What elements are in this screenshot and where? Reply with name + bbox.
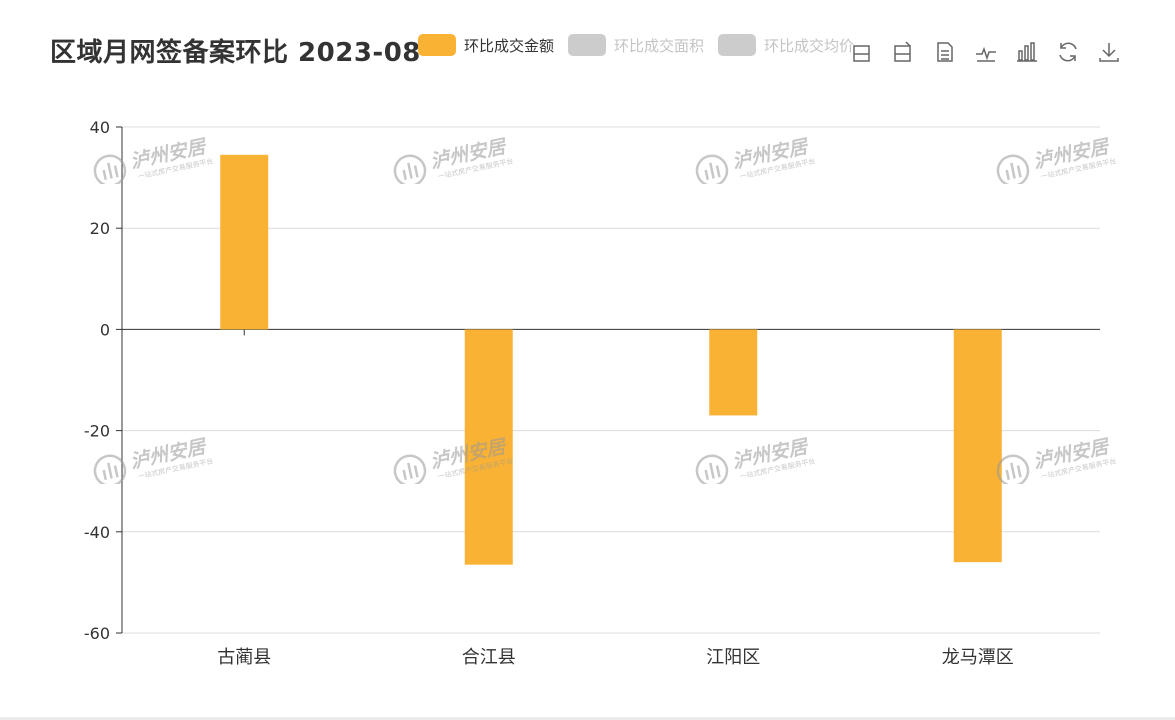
chart-toolbox <box>850 38 1122 66</box>
panel-divider <box>0 717 1175 720</box>
restore-icon[interactable] <box>1055 38 1081 66</box>
line-chart-icon[interactable] <box>973 38 999 66</box>
legend-label-amount: 环比成交金额 <box>464 36 555 55</box>
legend-item-area[interactable]: 环比成交面积 <box>568 34 704 56</box>
bar-合江县 <box>464 329 513 565</box>
download-icon[interactable] <box>1096 38 1122 66</box>
zoom-reset-icon[interactable] <box>891 38 917 66</box>
y-tick-label: 40 <box>90 118 110 137</box>
y-tick-label: -40 <box>84 523 110 542</box>
x-tick-label: 龙马潭区 <box>942 647 1014 668</box>
legend-label-area: 环比成交面积 <box>614 36 705 55</box>
x-tick-label: 合江县 <box>462 647 516 668</box>
zoom-icon[interactable] <box>850 38 876 66</box>
y-tick-label: 20 <box>90 219 110 238</box>
y-tick-label: -20 <box>84 422 110 441</box>
legend-swatch-price <box>718 34 757 56</box>
legend-swatch-amount <box>418 34 456 56</box>
y-tick-label: -60 <box>84 624 110 643</box>
x-tick-label: 古蔺县 <box>217 647 271 668</box>
chart-legend: 环比成交金额 环比成交面积 环比成交均价 <box>418 34 854 56</box>
bar-古蔺县 <box>220 154 269 330</box>
data-view-icon[interactable] <box>932 38 958 66</box>
bar-chart-icon[interactable] <box>1014 38 1040 66</box>
legend-item-amount[interactable]: 环比成交金额 <box>418 34 554 56</box>
legend-label-price: 环比成交均价 <box>764 36 855 55</box>
bar-江阳区 <box>709 329 758 416</box>
legend-swatch-area <box>568 34 607 56</box>
legend-item-price[interactable]: 环比成交均价 <box>718 34 854 56</box>
bar-龙马潭区 <box>953 329 1002 563</box>
x-tick-label: 江阳区 <box>706 647 760 668</box>
chart-title: 区域月网签备案环比 2023-08 <box>50 38 421 68</box>
y-tick-label: 0 <box>100 320 110 339</box>
